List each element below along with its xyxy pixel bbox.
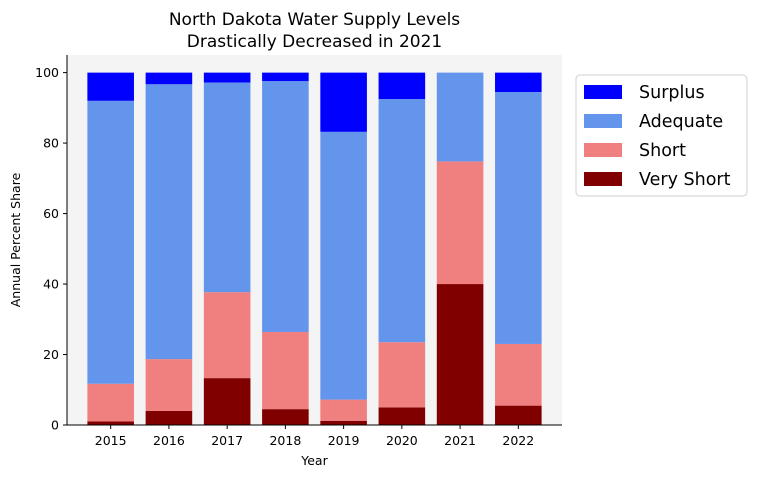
bar-short-2021	[436, 161, 484, 285]
legend-label-very-short: Very Short	[639, 170, 731, 190]
y-tick-label-0: 0	[51, 418, 59, 433]
legend-label-adequate: Adequate	[639, 112, 723, 132]
bar-very-short-2021	[436, 284, 484, 425]
x-tick-label-2022: 2022	[502, 433, 534, 448]
legend-swatch-surplus	[584, 85, 622, 99]
bar-adequate-2019	[320, 131, 367, 400]
bar-short-2020	[378, 342, 426, 408]
bar-short-2019	[320, 399, 367, 421]
bar-adequate-2018	[262, 81, 309, 332]
chart-title: North Dakota Water Supply Levels Drastic…	[169, 10, 460, 52]
legend-label-surplus: Surplus	[639, 83, 705, 103]
bar-surplus-2022	[495, 72, 542, 92]
bar-very-short-2017	[203, 378, 251, 425]
bar-adequate-2020	[378, 99, 426, 343]
bar-very-short-2019	[320, 420, 367, 425]
bar-very-short-2015	[87, 421, 134, 425]
bar-adequate-2017	[203, 82, 251, 293]
bar-surplus-2018	[262, 72, 309, 82]
bar-surplus-2020	[378, 72, 426, 100]
x-tick-label-2020: 2020	[386, 433, 418, 448]
x-tick-label-2018: 2018	[269, 433, 301, 448]
bar-surplus-2016	[145, 72, 193, 85]
legend: Surplus Adequate Short Very Short	[575, 74, 748, 197]
bar-very-short-2020	[378, 407, 426, 425]
legend-label-short: Short	[639, 141, 686, 161]
bars-layer	[87, 72, 542, 425]
x-tick-label-2019: 2019	[328, 433, 360, 448]
x-tick-label-2021: 2021	[444, 433, 476, 448]
bar-surplus-2015	[87, 72, 134, 101]
x-tick-label-2017: 2017	[211, 433, 243, 448]
bar-short-2018	[262, 331, 309, 410]
y-tick-label-100: 100	[35, 65, 59, 80]
chart-title-line-2: Drastically Decreased in 2021	[187, 32, 442, 52]
bar-adequate-2022	[495, 92, 542, 344]
plot-background	[67, 55, 562, 425]
bar-surplus-2019	[320, 72, 367, 132]
y-tick-label-20: 20	[43, 347, 59, 362]
axes-layer: 0 20 40 60 80 100 2015 2016 2017 2018 2019 2020 2021…	[35, 55, 562, 448]
x-tick-label-2016: 2016	[153, 433, 185, 448]
y-tick-label-60: 60	[43, 206, 59, 221]
legend-frame	[575, 74, 748, 197]
bar-adequate-2016	[145, 84, 193, 360]
legend-swatch-short	[584, 143, 622, 157]
bar-short-2017	[203, 292, 251, 379]
bar-surplus-2017	[203, 72, 251, 83]
legend-swatch-very-short	[584, 172, 622, 186]
y-tick-label-40: 40	[43, 277, 59, 292]
x-axis-label: Year	[300, 453, 328, 468]
y-tick-label-80: 80	[43, 136, 59, 151]
bar-short-2015	[87, 383, 134, 422]
bar-very-short-2022	[495, 405, 542, 425]
x-tick-label-2015: 2015	[95, 433, 127, 448]
chart-title-line-1: North Dakota Water Supply Levels	[169, 10, 460, 30]
y-axis-label: Annual Percent Share	[8, 172, 23, 307]
bar-very-short-2018	[262, 409, 309, 425]
bar-very-short-2016	[145, 410, 193, 425]
legend-swatch-adequate	[584, 114, 622, 128]
bar-short-2016	[145, 359, 193, 411]
bar-short-2022	[495, 343, 542, 406]
bar-adequate-2015	[87, 100, 134, 384]
bar-adequate-2021	[436, 72, 484, 162]
